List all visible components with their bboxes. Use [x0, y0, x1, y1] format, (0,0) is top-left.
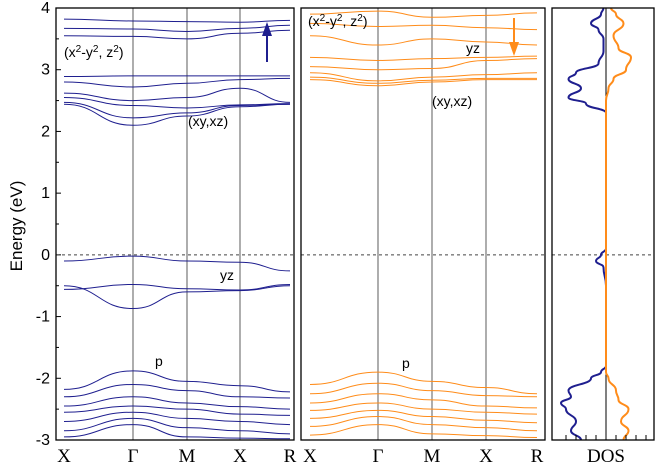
band-line: [63, 96, 291, 109]
band-line: [63, 285, 291, 310]
panel-spin-down: (x2-y2, z2) (xy,xz) yz p: [300, 7, 546, 441]
band-line: [63, 29, 291, 40]
spin-up-arrow: [262, 22, 272, 62]
y-tick-label: 4: [41, 0, 50, 17]
kpath-label: X: [303, 446, 317, 467]
band-line: [63, 18, 291, 23]
band-line: [309, 35, 538, 46]
band-line: [63, 370, 291, 393]
y-tick-label: 2: [41, 123, 50, 140]
dos-spin-up-curve: [559, 7, 608, 441]
band-line: [309, 416, 538, 432]
band-line: [309, 22, 538, 31]
y-tick-label: 1: [41, 185, 50, 202]
y-tick-label: -2: [36, 370, 50, 387]
bands-spin-down: [309, 10, 538, 439]
band-line: [63, 417, 291, 435]
band-line: [63, 424, 291, 440]
band-line: [309, 393, 538, 409]
kpath-label: M: [424, 446, 441, 467]
band-line: [309, 55, 538, 61]
y-tick-label: 0: [41, 247, 50, 264]
dos-axis-label: DOS: [587, 446, 625, 467]
band-line: [309, 79, 537, 87]
annotation-eg: (x2-y2, z2): [308, 13, 367, 30]
kpath-label: Γ: [373, 446, 384, 467]
kpath-label: M: [179, 446, 196, 467]
annotation-eg: (x2-y2, z2): [64, 44, 123, 61]
kpoint-lines: [132, 8, 241, 440]
band-line: [309, 409, 538, 424]
band-line: [309, 10, 538, 18]
annotation-p: p: [155, 353, 163, 369]
annotation-p: p: [402, 355, 410, 371]
band-line: [309, 424, 538, 439]
dos-spin-down-curve: [604, 7, 633, 441]
annotation-t2g: (xy,xz): [188, 113, 228, 129]
band-line: [309, 382, 538, 398]
panel-frame: [55, 7, 295, 441]
band-line: [309, 76, 537, 84]
band-line: [309, 72, 538, 82]
y-tick-label: 3: [41, 62, 50, 79]
y-tick-label: -1: [36, 309, 50, 326]
annotation-t2g: (xy,xz): [432, 93, 472, 109]
band-line: [63, 405, 291, 416]
y-axis-ticks: -3 -2 -1 0 1 2 3 4: [36, 0, 61, 449]
band-line: [63, 396, 291, 410]
band-line: [63, 103, 291, 126]
band-line: [63, 24, 291, 32]
kpath-label: Γ: [128, 446, 139, 467]
kpath-label: X: [57, 446, 71, 467]
kpath-label: R: [531, 446, 544, 467]
band-line: [63, 75, 290, 78]
band-line: [63, 411, 291, 426]
panel-spin-up: (x2-y2, z2) (xy,xz) yz p: [55, 7, 295, 441]
band-line: [63, 77, 291, 88]
annotation-yz: yz: [220, 267, 234, 283]
kpath-label: R: [284, 446, 297, 467]
panel-frame: [300, 7, 546, 441]
band-line: [63, 283, 291, 291]
spin-down-arrow: [509, 18, 519, 56]
panel-dos: DOS: [551, 7, 655, 467]
bands-spin-up: [63, 18, 291, 440]
band-line: [309, 371, 538, 395]
y-axis-label: Energy (eV): [7, 181, 26, 272]
dos-ticks: [565, 435, 647, 440]
band-line: [63, 383, 291, 399]
kpath-label: X: [233, 446, 247, 467]
band-line: [63, 87, 291, 103]
y-tick-label: -3: [36, 432, 50, 449]
band-line: [63, 101, 291, 119]
panel-frame: [551, 7, 655, 441]
kpath-label: X: [479, 446, 493, 467]
band-line: [309, 58, 538, 71]
kpoint-lines: [377, 8, 487, 440]
annotation-yz: yz: [466, 40, 480, 56]
band-line: [309, 402, 538, 415]
band-line: [63, 255, 291, 272]
